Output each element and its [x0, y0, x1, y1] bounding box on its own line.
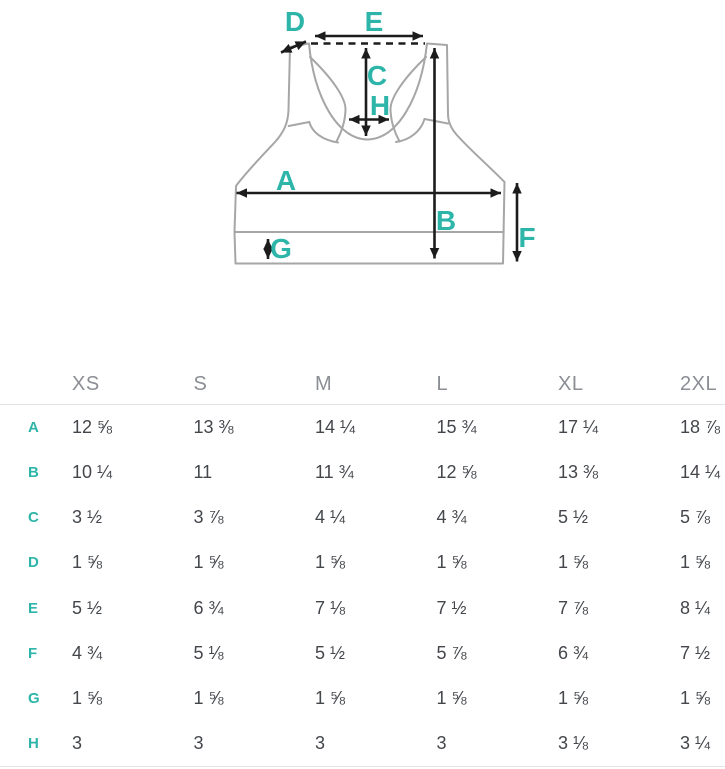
row-letter: H: [28, 735, 40, 753]
size-diagram: D E C H A B F G: [0, 0, 725, 300]
cell-value: 1 ⅝: [558, 552, 589, 573]
size-column-xs: XS: [72, 372, 100, 395]
cell-value: 6 ¾: [558, 642, 589, 663]
table-body: A 12 ⅝ 13 ⅜ 14 ¼ 15 ¾ 17 ¼ 18 ⅞ B 10 ¼ 1…: [0, 405, 725, 768]
cell-value: 1 ⅝: [680, 552, 711, 573]
left-strap-seam: [287, 121, 311, 127]
cell-value: 3 ½: [72, 507, 103, 528]
table-row: A 12 ⅝ 13 ⅜ 14 ¼ 15 ¾ 17 ¼ 18 ⅞: [0, 405, 725, 450]
left-racerback-petal: [309, 56, 347, 143]
cell-value: 1 ⅝: [72, 552, 103, 573]
cell-value: 5 ½: [72, 597, 103, 618]
cell-value: 3: [193, 733, 204, 754]
right-armhole-curve: [395, 118, 426, 143]
measure-label-h: H: [370, 90, 390, 121]
cell-value: 1 ⅝: [193, 552, 224, 573]
cell-value: 7 ⅞: [558, 597, 589, 618]
table-row: G 1 ⅝ 1 ⅝ 1 ⅝ 1 ⅝ 1 ⅝ 1 ⅝: [0, 676, 725, 721]
table-row: F 4 ¾ 5 ⅛ 5 ½ 5 ⅞ 6 ¾ 7 ½: [0, 631, 725, 676]
cell-value: 15 ¾: [436, 417, 477, 438]
cell-value: 1 ⅝: [436, 687, 467, 708]
size-column-2xl: 2XL: [680, 372, 718, 395]
cell-value: 4 ¼: [315, 507, 346, 528]
cell-value: 8 ¼: [680, 597, 711, 618]
measure-label-g: G: [270, 233, 292, 264]
cell-value: 7 ½: [436, 597, 467, 618]
table-row: E 5 ½ 6 ¾ 7 ⅛ 7 ½ 7 ⅞ 8 ¼: [0, 586, 725, 631]
cell-value: 1 ⅝: [315, 687, 346, 708]
cell-value: 14 ¼: [680, 462, 721, 483]
cell-value: 3: [436, 733, 447, 754]
cell-value: 13 ⅜: [193, 417, 234, 438]
cell-value: 5 ⅛: [193, 642, 224, 663]
cell-value: 11: [193, 462, 213, 483]
cell-value: 10 ¼: [72, 462, 113, 483]
measure-label-f: F: [518, 222, 535, 253]
cell-value: 11 ¾: [315, 462, 354, 483]
measure-label-b: B: [436, 205, 456, 236]
cell-value: 1 ⅝: [193, 687, 224, 708]
cell-value: 6 ¾: [193, 597, 224, 618]
cell-value: 12 ⅝: [72, 417, 113, 438]
cell-value: 1 ⅝: [436, 552, 467, 573]
cell-value: 5 ⅞: [680, 507, 711, 528]
size-header-row: XS S M L XL 2XL: [0, 364, 725, 405]
cell-value: 1 ⅝: [315, 552, 346, 573]
cell-value: 5 ½: [558, 507, 589, 528]
measure-label-c: C: [367, 60, 387, 91]
table-row: H 3 3 3 3 3 ⅛ 3 ¼: [0, 721, 725, 766]
cell-value: 4 ¾: [72, 642, 103, 663]
cell-value: 13 ⅜: [558, 462, 599, 483]
cell-value: 7 ⅛: [315, 597, 346, 618]
measure-label-a: A: [276, 165, 296, 196]
size-chart-table: XS S M L XL 2XL A 12 ⅝ 13 ⅜ 14 ¼ 15 ¾ 17…: [0, 364, 725, 768]
cell-value: 3: [72, 733, 83, 754]
table-row: D 1 ⅝ 1 ⅝ 1 ⅝ 1 ⅝ 1 ⅝ 1 ⅝: [0, 540, 725, 585]
row-letter: B: [28, 464, 40, 482]
table-row: B 10 ¼ 11 11 ¾ 12 ⅝ 13 ⅜ 14 ¼: [0, 450, 725, 495]
cell-value: 3 ⅞: [193, 507, 224, 528]
cell-value: 3: [315, 733, 326, 754]
size-column-l: L: [436, 372, 449, 395]
bra-outline: [233, 42, 506, 265]
size-column-xl: XL: [558, 372, 584, 395]
row-letter: F: [28, 644, 38, 662]
cell-value: 18 ⅞: [680, 417, 721, 438]
cell-value: 4 ¾: [436, 507, 467, 528]
size-column-m: M: [315, 372, 333, 395]
cell-value: 7 ½: [680, 642, 711, 663]
cell-value: 3 ¼: [680, 733, 711, 754]
cell-value: 12 ⅝: [436, 462, 477, 483]
row-letter: A: [28, 419, 40, 437]
row-letter: D: [28, 554, 40, 572]
measure-label-e: E: [365, 6, 384, 37]
cell-value: 1 ⅝: [72, 687, 103, 708]
cell-value: 3 ⅛: [558, 733, 589, 754]
table-row: C 3 ½ 3 ⅞ 4 ¼ 4 ¾ 5 ½ 5 ⅞: [0, 495, 725, 540]
row-letter: C: [28, 509, 40, 527]
cell-value: 1 ⅝: [680, 687, 711, 708]
cell-value: 14 ¼: [315, 417, 356, 438]
right-strap-seam: [423, 118, 449, 125]
cell-value: 5 ⅞: [436, 642, 467, 663]
cell-value: 1 ⅝: [558, 687, 589, 708]
measure-arrow-d: [280, 40, 307, 54]
measure-label-d: D: [285, 6, 305, 37]
size-column-s: S: [193, 372, 208, 395]
sports-bra-measurement-diagram: D E C H A B F G: [233, 6, 536, 265]
row-letter: G: [28, 689, 41, 707]
row-letter: E: [28, 599, 39, 617]
cell-value: 5 ½: [315, 642, 346, 663]
left-armhole-curve: [308, 121, 339, 144]
cell-value: 17 ¼: [558, 417, 599, 438]
right-racerback-petal: [389, 56, 427, 143]
